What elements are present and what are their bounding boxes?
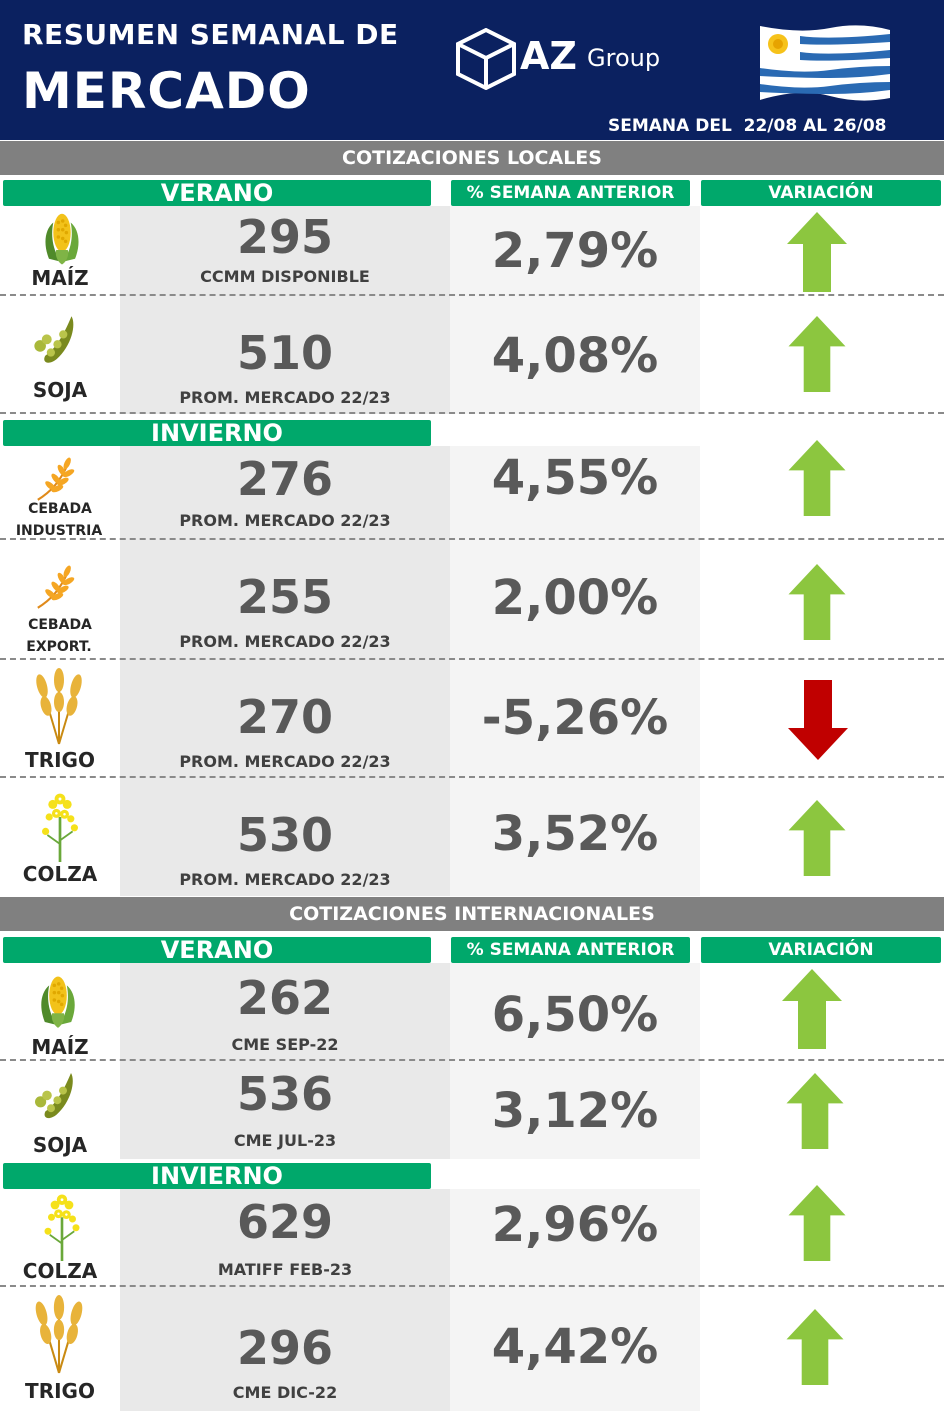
price-reference: MATIFF FEB-23 bbox=[217, 1260, 353, 1279]
local-row-maiz: MAÍZ 295 CCMM DISPONIBLE 2,79% bbox=[0, 206, 944, 296]
pct-change: 4,08% bbox=[491, 328, 659, 384]
brand-sub: Group bbox=[587, 44, 661, 72]
soy-icon bbox=[34, 316, 74, 363]
local-season-invierno: INVIERNO bbox=[3, 420, 431, 446]
crop-name: COLZA bbox=[22, 862, 98, 886]
arrow-up-icon bbox=[788, 1185, 846, 1261]
crop-name: SOJA bbox=[32, 378, 88, 402]
arrow-up-icon bbox=[786, 1073, 844, 1149]
report-header: RESUMEN SEMANAL DE MERCADO AZ Group SEMA… bbox=[0, 0, 944, 140]
price-value: 255 bbox=[236, 570, 334, 624]
price-value: 295 bbox=[236, 210, 334, 264]
arrow-up-icon bbox=[786, 1309, 844, 1385]
pct-change: 3,52% bbox=[491, 806, 659, 862]
crop-name-line2: INDUSTRIA bbox=[15, 523, 103, 539]
price-reference: CME JUL-23 bbox=[233, 1131, 337, 1150]
week-range: SEMANA DEL 22/08 AL 26/08 bbox=[608, 116, 887, 136]
intl-season-invierno: INVIERNO bbox=[3, 1163, 431, 1189]
wheat-icon bbox=[33, 666, 85, 746]
intl-row-maiz: MAÍZ 262 CME SEP-22 6,50% bbox=[0, 963, 944, 1061]
local-row-soja: SOJA 510 PROM. MERCADO 22/23 4,08% bbox=[0, 296, 944, 414]
crop-name-line1: CEBADA bbox=[28, 617, 92, 633]
intl-col-pct: % SEMANA ANTERIOR bbox=[451, 937, 690, 963]
intl-season-verano: VERANO bbox=[3, 937, 431, 963]
soy-icon bbox=[35, 1073, 73, 1119]
section-intl-title: COTIZACIONES INTERNACIONALES bbox=[0, 897, 944, 931]
pct-change: 2,96% bbox=[491, 1197, 659, 1253]
uruguay-flag-icon bbox=[760, 25, 890, 101]
rapeseed-icon bbox=[43, 1193, 81, 1261]
crop-name: TRIGO bbox=[25, 1379, 95, 1403]
corn-icon bbox=[41, 976, 75, 1028]
barley-icon bbox=[36, 563, 77, 610]
price-value: 629 bbox=[236, 1195, 334, 1249]
local-col-variation: VARIACIÓN bbox=[701, 180, 941, 206]
arrow-down-icon bbox=[788, 680, 848, 760]
report-title-line2: MERCADO bbox=[22, 62, 311, 120]
pct-change: 2,00% bbox=[491, 570, 659, 626]
pct-change: 4,55% bbox=[491, 450, 659, 506]
pct-change: 2,79% bbox=[491, 223, 659, 279]
rapeseed-icon bbox=[40, 792, 80, 862]
brand-main: AZ bbox=[520, 34, 577, 78]
pct-change: 3,12% bbox=[491, 1083, 659, 1139]
intl-row-trigo: TRIGO 296 CME DIC-22 4,42% bbox=[0, 1287, 944, 1411]
crop-name: COLZA bbox=[22, 1259, 98, 1283]
intl-row-colza: COLZA 629 MATIFF FEB-23 2,96% bbox=[0, 1185, 944, 1287]
crop-name: TRIGO bbox=[25, 748, 95, 772]
price-value: 530 bbox=[236, 808, 334, 862]
pct-change: 6,50% bbox=[491, 987, 659, 1043]
crop-name: MAÍZ bbox=[31, 1035, 89, 1059]
crop-name: SOJA bbox=[32, 1133, 88, 1157]
arrow-up-icon bbox=[788, 316, 846, 392]
report-title-line1: RESUMEN SEMANAL DE bbox=[22, 18, 399, 51]
wheat-icon bbox=[32, 1294, 86, 1374]
corn-icon bbox=[45, 213, 79, 265]
intl-row-soja: SOJA 536 CME JUL-23 3,12% bbox=[0, 1061, 944, 1159]
price-value: 276 bbox=[236, 452, 334, 506]
pct-change: -5,26% bbox=[481, 690, 669, 746]
arrow-up-icon bbox=[787, 212, 847, 292]
price-reference: PROM. MERCADO 22/23 bbox=[179, 511, 391, 530]
price-reference: PROM. MERCADO 22/23 bbox=[179, 870, 391, 889]
crop-name-line2: EXPORT. bbox=[26, 639, 92, 655]
arrow-up-icon bbox=[782, 969, 842, 1049]
crop-name: MAÍZ bbox=[31, 266, 89, 290]
local-season-verano: VERANO bbox=[3, 180, 431, 206]
price-reference: PROM. MERCADO 22/23 bbox=[179, 388, 391, 407]
intl-col-variation: VARIACIÓN bbox=[701, 937, 941, 963]
price-value: 510 bbox=[236, 326, 334, 380]
az-group-logo-icon bbox=[456, 28, 516, 90]
price-value: 270 bbox=[236, 690, 334, 744]
price-reference: CCMM DISPONIBLE bbox=[200, 267, 370, 286]
arrow-up-icon bbox=[788, 564, 846, 640]
crop-name-line1: CEBADA bbox=[28, 501, 92, 517]
price-reference: PROM. MERCADO 22/23 bbox=[179, 632, 391, 651]
pct-change: 4,42% bbox=[491, 1319, 659, 1375]
price-value: 536 bbox=[236, 1067, 334, 1121]
barley-icon bbox=[36, 455, 77, 502]
arrow-up-icon bbox=[788, 800, 846, 876]
price-value: 262 bbox=[236, 971, 334, 1025]
arrow-up-icon bbox=[788, 440, 846, 516]
price-reference: CME DIC-22 bbox=[232, 1383, 338, 1402]
local-row-cebada-industria: CEBADA INDUSTRIA 276 PROM. MERCADO 22/23… bbox=[0, 440, 944, 540]
local-row-colza: COLZA 530 PROM. MERCADO 22/23 3,52% bbox=[0, 778, 944, 896]
local-row-trigo: TRIGO 270 PROM. MERCADO 22/23 -5,26% bbox=[0, 660, 944, 778]
local-col-pct: % SEMANA ANTERIOR bbox=[451, 180, 690, 206]
section-local-title: COTIZACIONES LOCALES bbox=[0, 141, 944, 175]
price-value: 296 bbox=[236, 1321, 334, 1375]
local-row-cebada-export: CEBADA EXPORT. 255 PROM. MERCADO 22/23 2… bbox=[0, 540, 944, 660]
price-reference: CME SEP-22 bbox=[231, 1035, 339, 1054]
price-reference: PROM. MERCADO 22/23 bbox=[179, 752, 391, 771]
